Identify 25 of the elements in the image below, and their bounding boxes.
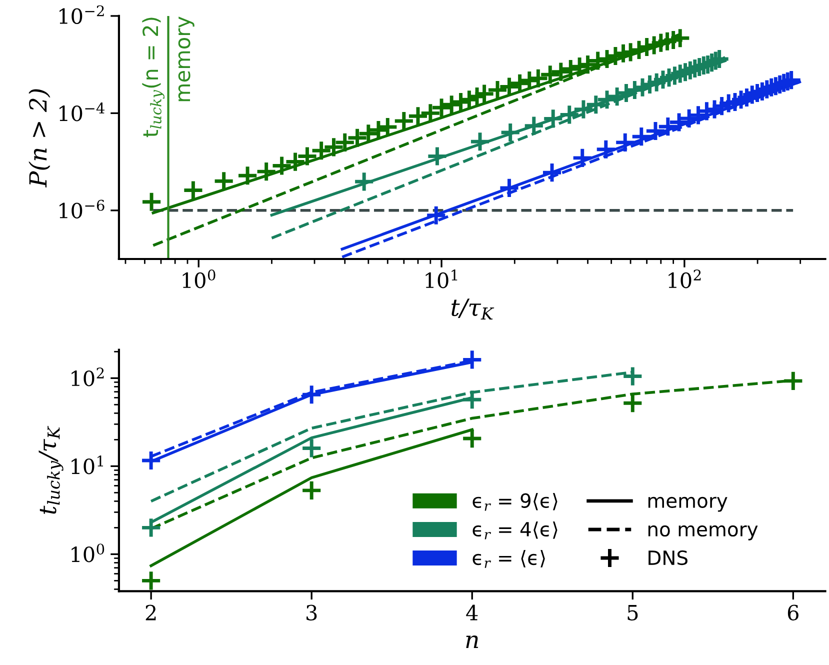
annotation: memory: [648, 496, 728, 512]
y-tick-label: 10$^{−4}$: [60, 102, 104, 122]
x-axis-title: t/τ$_{K}$: [452, 298, 494, 320]
x-tick-label: 5: [628, 605, 638, 621]
legend-label: ϵ$_{r}$ = 9⟨ϵ⟩: [472, 492, 558, 511]
x-tick-label: 2: [146, 604, 156, 620]
x-tick-label: 10$^{0}$: [182, 270, 216, 288]
x-tick-label: 6: [788, 604, 798, 621]
annotation: no memory: [648, 525, 758, 540]
x-tick-label: 3: [306, 604, 317, 621]
y-tick-label: 10$^{1}$: [72, 456, 104, 474]
x-tick-label: 10$^{2}$: [668, 270, 701, 288]
x-tick-label: 10$^{1}$: [426, 270, 458, 288]
annotation: t$_{lucky}$(n = 2) memory: [142, 16, 194, 138]
y-tick-label: 10$^{−2}$: [60, 5, 104, 24]
y-axis-title: t$_{lucky}$/τ$_{K}$: [38, 426, 64, 514]
x-tick-label: 4: [466, 604, 478, 620]
y-tick-label: 10$^{2}$: [72, 368, 104, 386]
y-tick-label: 10$^{−6}$: [60, 200, 104, 218]
legend-label: ϵ$_{r}$ = 4⟨ϵ⟩: [472, 521, 558, 540]
y-axis-title: P(n > 2): [28, 89, 50, 188]
y-tick-label: 10$^{0}$: [72, 544, 104, 562]
annotation: DNS: [648, 550, 688, 566]
legend-label: ϵ$_{r}$ = ⟨ϵ⟩: [472, 550, 545, 568]
x-axis-title: n: [466, 635, 478, 648]
